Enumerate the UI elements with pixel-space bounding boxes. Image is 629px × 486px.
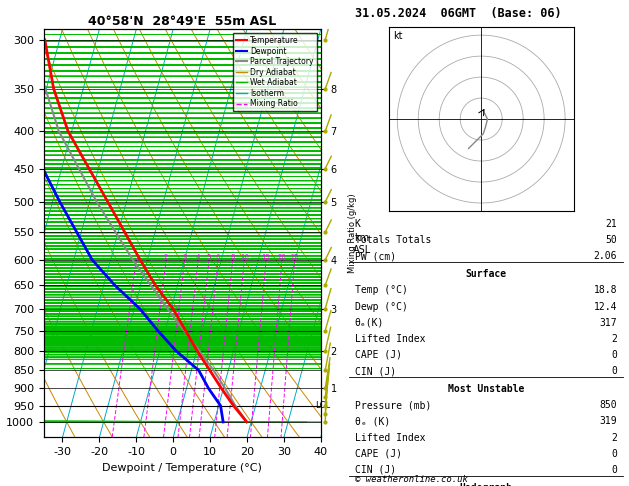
Text: 0: 0 [611, 449, 617, 459]
Text: 15: 15 [262, 254, 270, 260]
Text: © weatheronline.co.uk: © weatheronline.co.uk [355, 475, 468, 484]
Text: CAPE (J): CAPE (J) [355, 350, 401, 360]
Text: kt: kt [393, 31, 403, 41]
Text: 10: 10 [240, 254, 249, 260]
Text: 0: 0 [611, 350, 617, 360]
Text: 1: 1 [134, 254, 138, 260]
Text: K: K [355, 219, 360, 229]
Text: 0: 0 [611, 366, 617, 376]
X-axis label: Dewpoint / Temperature (°C): Dewpoint / Temperature (°C) [103, 463, 262, 473]
Text: 12.4: 12.4 [594, 301, 617, 312]
Text: PW (cm): PW (cm) [355, 251, 396, 261]
Text: 6: 6 [216, 254, 220, 260]
Text: Dewp (°C): Dewp (°C) [355, 301, 408, 312]
Text: 3: 3 [182, 254, 187, 260]
Text: 25: 25 [291, 254, 299, 260]
Legend: Temperature, Dewpoint, Parcel Trajectory, Dry Adiabat, Wet Adiabat, Isotherm, Mi: Temperature, Dewpoint, Parcel Trajectory… [233, 33, 317, 111]
Text: 4: 4 [196, 254, 201, 260]
Text: 2: 2 [611, 334, 617, 344]
Text: Totals Totals: Totals Totals [355, 235, 431, 245]
Text: 18.8: 18.8 [594, 285, 617, 295]
Y-axis label: hPa: hPa [0, 222, 1, 244]
Text: 20: 20 [277, 254, 286, 260]
Text: Pressure (mb): Pressure (mb) [355, 400, 431, 410]
Text: 50: 50 [606, 235, 617, 245]
Text: Surface: Surface [465, 269, 506, 279]
Text: Mixing Ratio (g/kg): Mixing Ratio (g/kg) [348, 193, 357, 273]
Text: Hodograph: Hodograph [459, 483, 513, 486]
Text: Most Unstable: Most Unstable [448, 384, 524, 394]
Text: 850: 850 [599, 400, 617, 410]
Text: θₑ(K): θₑ(K) [355, 318, 384, 328]
Text: CAPE (J): CAPE (J) [355, 449, 401, 459]
Text: 319: 319 [599, 417, 617, 427]
Text: 5: 5 [207, 254, 211, 260]
Text: 2: 2 [611, 433, 617, 443]
Text: Lifted Index: Lifted Index [355, 334, 425, 344]
Text: 2: 2 [164, 254, 169, 260]
Text: Lifted Index: Lifted Index [355, 433, 425, 443]
Text: 31.05.2024  06GMT  (Base: 06): 31.05.2024 06GMT (Base: 06) [355, 7, 562, 20]
Text: 0: 0 [611, 465, 617, 475]
Text: CIN (J): CIN (J) [355, 465, 396, 475]
Text: 2.06: 2.06 [594, 251, 617, 261]
Text: θₑ (K): θₑ (K) [355, 417, 390, 427]
Y-axis label: km
ASL: km ASL [353, 233, 371, 255]
Text: Temp (°C): Temp (°C) [355, 285, 408, 295]
Text: 8: 8 [230, 254, 235, 260]
Text: 317: 317 [599, 318, 617, 328]
Text: CIN (J): CIN (J) [355, 366, 396, 376]
Text: 21: 21 [606, 219, 617, 229]
Text: LCL: LCL [314, 401, 330, 410]
Title: 40°58'N  28°49'E  55m ASL: 40°58'N 28°49'E 55m ASL [88, 15, 277, 28]
